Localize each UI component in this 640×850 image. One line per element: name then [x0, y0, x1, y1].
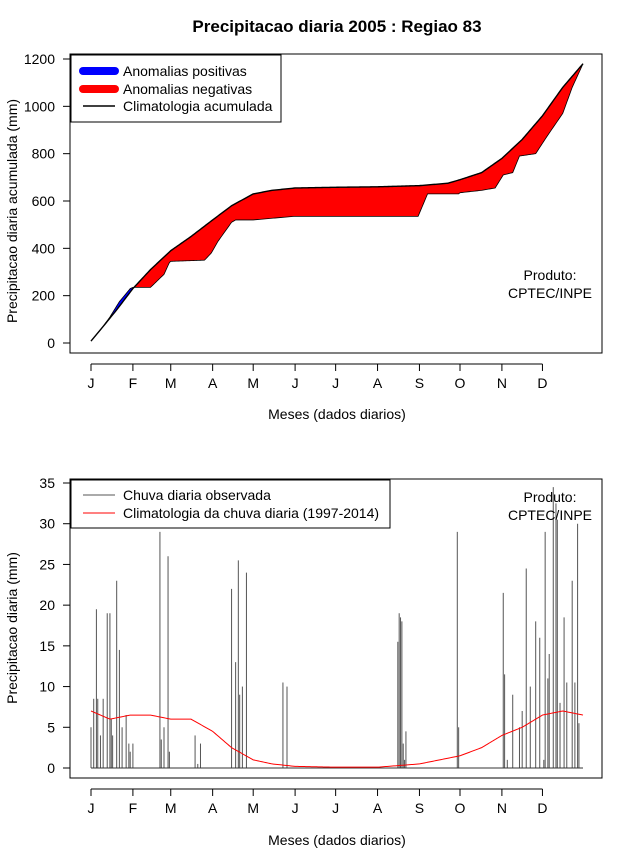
x-tick-label: J [332, 375, 339, 391]
y-tick-label: 200 [32, 288, 56, 304]
x-tick-label: A [373, 375, 383, 391]
y-tick-label: 35 [39, 475, 55, 491]
legend: Anomalias positivas Anomalias negativas … [70, 54, 282, 123]
y-tick-label: 30 [39, 516, 55, 532]
anomaly-negative-area [134, 63, 583, 288]
legend-label-negative: Anomalias negativas [123, 81, 252, 97]
y-tick-label: 1000 [24, 98, 55, 114]
y-axis-label: Precipitacao diaria (mm) [4, 552, 20, 704]
credit-line-2: CPTEC/INPE [508, 285, 592, 301]
y-tick-label: 0 [47, 335, 55, 351]
x-tick-label: M [165, 375, 177, 391]
x-tick-label: N [497, 800, 507, 816]
x-tick-label: N [497, 375, 507, 391]
x-tick-label: F [129, 375, 138, 391]
climatology-cumulative-line [90, 63, 584, 342]
y-tick-label: 600 [32, 193, 56, 209]
x-tick-label: A [208, 800, 218, 816]
x-tick-label: A [208, 375, 218, 391]
legend-box [70, 479, 391, 529]
x-tick-label: O [455, 375, 466, 391]
credit-line-1: Produto: [524, 489, 577, 505]
x-tick-label: D [537, 800, 547, 816]
y-tick-label: 5 [47, 719, 55, 735]
cumulative-lines [90, 63, 584, 342]
climatology-daily-line [90, 710, 584, 768]
legend-label-climatology: Climatologia acumulada [123, 98, 273, 114]
x-tick-label: A [373, 800, 383, 816]
y-tick-label: 800 [32, 146, 56, 162]
y-tick-label: 25 [39, 556, 55, 572]
x-tick-label: S [415, 800, 424, 816]
y-tick-label: 400 [32, 240, 56, 256]
legend-label-positive: Anomalias positivas [123, 63, 247, 79]
credit-line-2: CPTEC/INPE [508, 507, 592, 523]
chart-daily: 0 5 10 15 20 25 30 35 J F M A M J J A S O N D Precipitacao… [4, 475, 603, 848]
x-tick-label: J [88, 375, 95, 391]
x-tick-label: F [129, 800, 138, 816]
x-tick-label: S [415, 375, 424, 391]
x-tick-label: M [247, 800, 259, 816]
x-axis-label: Meses (dados diarios) [268, 406, 406, 422]
legend: Chuva diaria observada Climatologia da c… [70, 479, 391, 529]
y-axis-label: Precipitacao diaria acumulada (mm) [4, 99, 20, 323]
x-tick-label: M [165, 800, 177, 816]
x-axis-label: Meses (dados diarios) [268, 832, 406, 848]
chart-cumulative: Precipitacao diaria 2005 : Regiao 83 0 20… [4, 17, 603, 422]
x-tick-label: M [247, 375, 259, 391]
observed-cumulative-line [90, 63, 584, 342]
x-tick-label: J [292, 375, 299, 391]
legend-label-observed: Chuva diaria observada [123, 487, 271, 503]
y-tick-label: 15 [39, 638, 55, 654]
daily-bars [90, 487, 583, 769]
y-tick-label: 0 [47, 760, 55, 776]
x-tick-label: O [455, 800, 466, 816]
x-tick-label: J [332, 800, 339, 816]
y-tick-label: 20 [39, 597, 55, 613]
x-tick-label: D [537, 375, 547, 391]
y-tick-label: 10 [39, 679, 55, 695]
y-tick-label: 1200 [24, 51, 55, 67]
x-tick-label: J [292, 800, 299, 816]
y-axis: 0 200 400 600 800 1000 1200 [24, 51, 71, 351]
credit-line-1: Produto: [524, 267, 577, 283]
x-tick-label: J [88, 800, 95, 816]
climatology-lines [90, 710, 584, 768]
chart-title: Precipitacao diaria 2005 : Regiao 83 [192, 17, 481, 36]
y-axis: 0 5 10 15 20 25 30 35 [39, 475, 71, 776]
legend-label-climatology: Climatologia da chuva diaria (1997-2014) [123, 505, 379, 521]
